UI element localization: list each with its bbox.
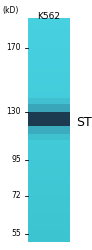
Bar: [28, 104, 70, 118]
Text: ST5: ST5: [76, 116, 92, 128]
Text: 170: 170: [7, 44, 21, 52]
Bar: [28, 98, 70, 112]
Text: K562: K562: [38, 12, 61, 21]
Bar: [28, 120, 70, 134]
Bar: [28, 112, 70, 126]
Text: 95: 95: [11, 156, 21, 164]
Text: 55: 55: [11, 230, 21, 238]
Text: 130: 130: [7, 108, 21, 116]
Text: (kD): (kD): [2, 6, 18, 15]
Text: 72: 72: [11, 192, 21, 200]
Bar: [28, 126, 70, 140]
